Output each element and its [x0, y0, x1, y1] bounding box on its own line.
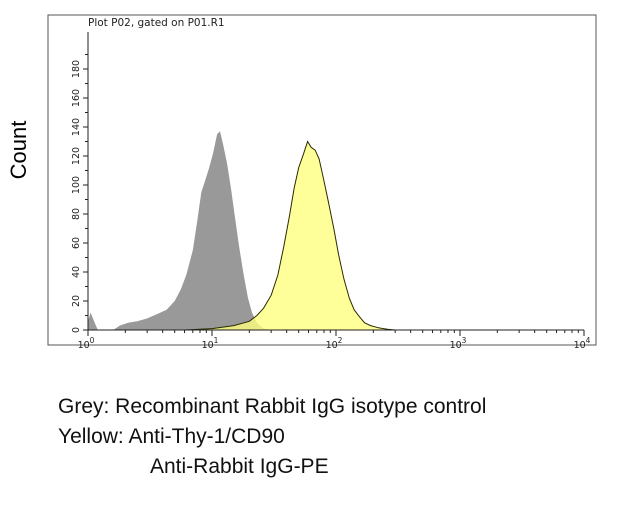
y-tick-label: 160: [71, 89, 82, 107]
caption-secondary: Anti-Rabbit IgG-PE: [150, 455, 329, 478]
y-tick-label: 40: [71, 266, 82, 278]
legend-caption: Grey: Recombinant Rabbit IgG isotype con…: [58, 392, 486, 482]
y-tick-label: 100: [71, 176, 82, 194]
y-tick-label: 180: [71, 60, 82, 78]
x-tick-label: 104: [574, 336, 591, 351]
y-tick-label: 0: [71, 327, 82, 333]
y-tick-label: 80: [71, 208, 82, 220]
histogram-chart: Count Plot P02, gated on P01.R1 0 20 40 60 8…: [6, 14, 597, 351]
x-tick-label: 102: [326, 336, 343, 351]
x-tick-label: 103: [450, 336, 467, 351]
y-tick-label: 140: [71, 118, 82, 136]
caption-grey: Grey: Recombinant Rabbit IgG isotype con…: [58, 395, 487, 418]
histogram-grey: [88, 131, 272, 330]
y-tick-label: 20: [71, 295, 82, 307]
histogram-yellow: [184, 140, 396, 331]
caption-yellow: Yellow: Anti-Thy-1/CD90: [58, 425, 285, 448]
plot-title: Plot P02, gated on P01.R1: [88, 17, 225, 29]
ticks-layer: 0 20 40 60 80 100 120 140 160 180 100 101 102 103 104: [71, 54, 591, 351]
x-tick-label: 100: [78, 336, 95, 351]
series-layer: [88, 131, 396, 331]
y-tick-label: 120: [71, 147, 82, 165]
y-axis-label: Count: [6, 121, 31, 180]
y-tick-label: 60: [71, 237, 82, 249]
x-tick-label: 101: [202, 336, 219, 351]
